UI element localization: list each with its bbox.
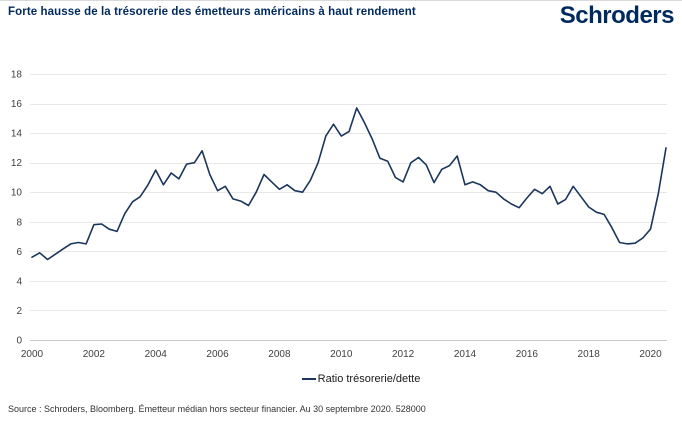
x-tick-label: 2012 — [392, 349, 415, 360]
page-title: Forte hausse de la trésorerie des émette… — [8, 6, 416, 18]
chart-legend: Ratio trésorerie/dette — [0, 373, 682, 385]
y-tick-label: 6 — [16, 247, 22, 258]
x-tick-label: 2020 — [639, 349, 662, 360]
x-tick-label: 2018 — [578, 349, 601, 360]
source-note: Source : Schroders, Bloomberg. Émetteur … — [8, 404, 426, 414]
y-tick-label: 12 — [11, 158, 23, 169]
y-tick-label: 0 — [16, 336, 22, 347]
y-tick-label: 16 — [11, 99, 23, 110]
y-tick-label: 14 — [11, 129, 23, 140]
y-tick-label: 18 — [11, 70, 23, 81]
y-tick-label: 4 — [16, 276, 22, 287]
x-tick-label: 2008 — [268, 349, 291, 360]
ratio-tresorerie-dette-line — [31, 107, 667, 261]
x-tick-label: 2010 — [330, 349, 353, 360]
x-tick-label: 2004 — [145, 349, 168, 360]
schroders-logo: Schroders — [559, 2, 675, 29]
x-tick-label: 2016 — [516, 349, 539, 360]
legend-line-swatch — [301, 378, 316, 380]
y-tick-label: 8 — [16, 217, 22, 228]
legend-label: Ratio trésorerie/dette — [317, 373, 421, 385]
x-tick-label: 2002 — [83, 349, 106, 360]
x-tick-label: 2000 — [21, 349, 44, 360]
x-tick-label: 2014 — [454, 349, 477, 360]
x-tick-label: 2006 — [206, 349, 229, 360]
y-tick-label: 2 — [16, 306, 22, 317]
line-chart: 0 2 4 6 8 10 12 14 16 18 2000 2002 2004 2006 2008 2010 2… — [11, 70, 667, 360]
y-tick-label: 10 — [11, 188, 23, 199]
